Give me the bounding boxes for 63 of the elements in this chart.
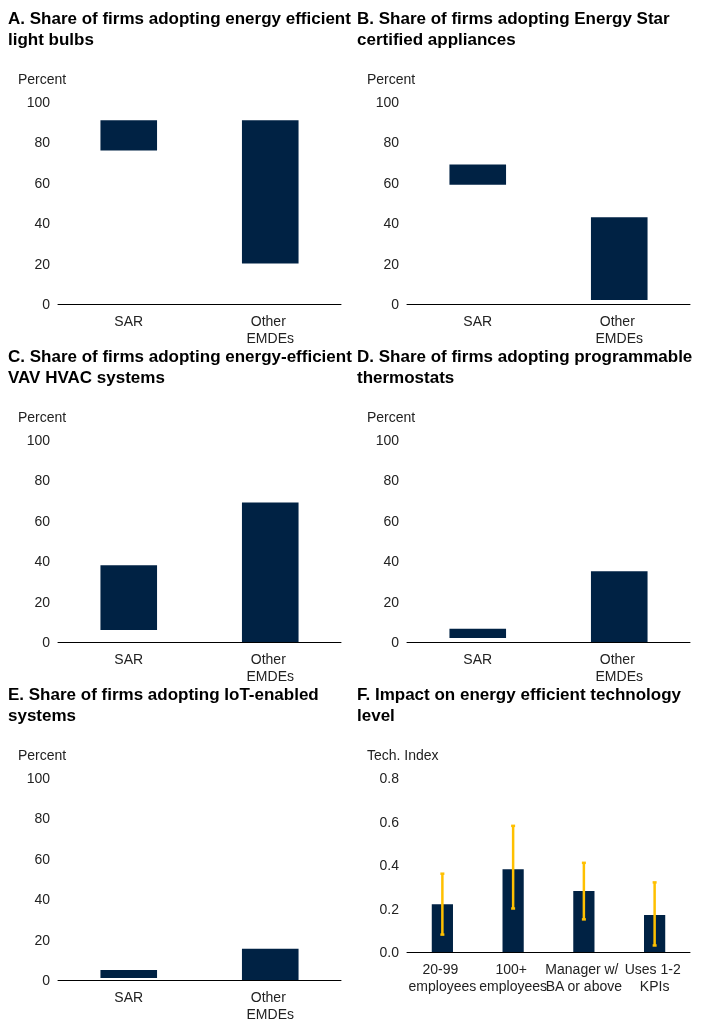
x-tick-label: Other EMDEs (595, 312, 643, 346)
y-tick-label: 60 (34, 512, 51, 529)
x-tick-label: Other EMDEs (595, 650, 643, 684)
y-tick-label: 0.0 (379, 944, 400, 960)
y-tick-label: 0 (42, 972, 51, 988)
y-tick-label: 0 (391, 296, 400, 312)
y-axis-title: Percent (18, 409, 67, 425)
x-tick-label: Uses 1-2 KPIs (624, 960, 685, 994)
y-tick-label: 0 (42, 634, 51, 650)
x-tick-label: Other EMDEs (246, 312, 294, 346)
y-tick-label: 100 (26, 432, 51, 448)
y-tick-label: 80 (34, 134, 51, 151)
y-tick-label: 80 (383, 472, 400, 489)
y-tick-label: 60 (34, 174, 51, 191)
y-tick-label: 0.6 (379, 813, 400, 830)
y-tick-label: 100 (26, 94, 51, 110)
y-tick-label: 20 (383, 255, 400, 272)
y-axis-title: Tech. Index (367, 747, 439, 763)
y-tick-label: 40 (34, 215, 51, 232)
y-tick-label: 0.8 (379, 770, 400, 786)
y-tick-label: 0.2 (379, 900, 400, 917)
y-tick-label: 80 (34, 810, 51, 827)
y-tick-label: 0 (42, 296, 51, 312)
y-tick-label: 0 (391, 634, 400, 650)
y-tick-label: 20 (34, 255, 51, 272)
bar (431, 904, 453, 952)
y-tick-label: 40 (383, 553, 400, 570)
y-tick-label: 60 (383, 512, 400, 529)
y-tick-label: 80 (34, 472, 51, 489)
bar (502, 869, 524, 952)
chart-title: B. Share of firms adopting Energy Star certified appliances (357, 8, 671, 51)
x-tick-label: SAR (114, 650, 144, 667)
x-tick-label: SAR (114, 312, 144, 329)
x-tick-label: SAR (463, 312, 493, 329)
x-tick-label: SAR (463, 650, 493, 667)
chart-title: D. Share of firms adopting programmable thermostats (357, 346, 694, 389)
x-tick-label: Other EMDEs (246, 988, 294, 1022)
bar (573, 891, 595, 952)
x-tick-label: Other EMDEs (246, 650, 294, 684)
chart-title: E. Share of firms adopting IoT-enabled systems (8, 684, 320, 727)
y-axis-title: Percent (367, 409, 416, 425)
y-tick-label: 20 (34, 931, 51, 948)
y-tick-label: 60 (383, 174, 400, 191)
y-tick-label: 80 (383, 134, 400, 151)
x-tick-label: SAR (114, 988, 144, 1005)
x-tick-label: 20-99 employees (408, 960, 477, 994)
y-tick-label: 40 (34, 553, 51, 570)
y-tick-label: 100 (26, 770, 51, 786)
y-axis-title: Percent (18, 71, 67, 87)
y-tick-label: 20 (383, 593, 400, 610)
y-tick-label: 20 (34, 593, 51, 610)
x-tick-label: 100+ employees (479, 960, 547, 994)
y-tick-label: 0.4 (379, 857, 400, 873)
y-tick-label: 40 (34, 891, 51, 908)
chart-title: A. Share of firms adopting energy efficient light bulbs (8, 8, 352, 51)
y-tick-label: 60 (34, 850, 51, 867)
y-tick-label: 100 (375, 94, 400, 110)
y-axis-title: Percent (18, 747, 67, 763)
y-tick-label: 100 (375, 432, 400, 448)
chart-title: F. Impact on energy efficient technology level (357, 684, 682, 727)
y-tick-label: 40 (383, 215, 400, 232)
y-axis-title: Percent (367, 71, 416, 87)
chart-title: C. Share of firms adopting energy-efficient VAV HVAC systems (8, 346, 353, 389)
